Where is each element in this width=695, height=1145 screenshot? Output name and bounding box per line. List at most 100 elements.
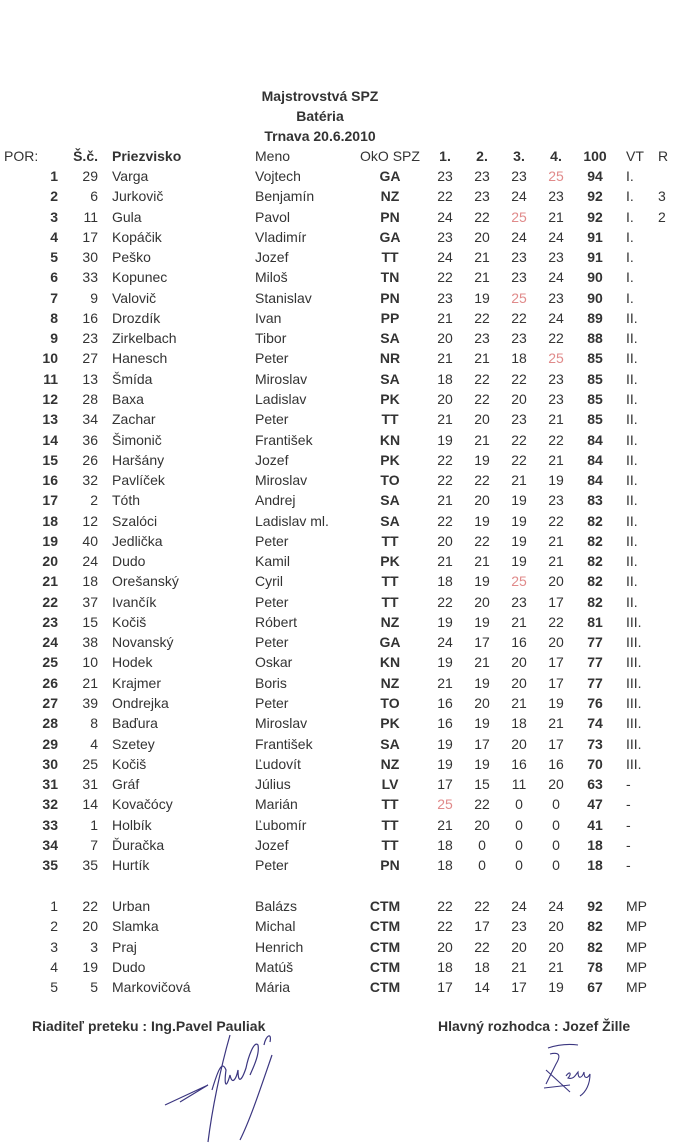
round-1-score: 23 <box>437 228 453 245</box>
round-2-score: 21 <box>474 431 490 448</box>
round-1-score: 18 <box>437 573 453 590</box>
surname: Praj <box>112 938 137 955</box>
round-1-score: 20 <box>437 938 453 955</box>
total-score: 78 <box>587 958 603 975</box>
round-3-score: 24 <box>511 228 527 245</box>
rank: 3 <box>50 208 58 225</box>
round-4-score: 23 <box>548 289 564 306</box>
performance-class: II. <box>626 573 638 590</box>
club: LV <box>381 776 399 793</box>
round-4-score: 24 <box>548 309 564 326</box>
table-row: 2 20 Slamka Michal CTM 22 17 23 20 82 MP <box>0 916 695 936</box>
round-1-score: 22 <box>437 472 453 489</box>
surname: Kočiš <box>112 755 147 772</box>
round-2-score: 20 <box>474 492 490 509</box>
round-2-score: 22 <box>474 208 490 225</box>
start-number: 16 <box>82 309 98 326</box>
round-1-score: 20 <box>437 390 453 407</box>
table-row: 14 36 Šimonič František KN 19 21 22 22 84 II. <box>0 430 695 450</box>
rank: 29 <box>42 735 58 752</box>
round-4-score: 0 <box>552 857 560 874</box>
round-3-score: 0 <box>515 857 523 874</box>
round-2-score: 20 <box>474 411 490 428</box>
round-1-score: 21 <box>437 816 453 833</box>
round-1-score: 19 <box>437 735 453 752</box>
rank: 18 <box>42 512 58 529</box>
surname: Dudo <box>112 553 146 570</box>
rank: 14 <box>42 431 58 448</box>
total-score: 70 <box>587 755 603 772</box>
round-2-score: 22 <box>474 532 490 549</box>
performance-class: II. <box>626 431 638 448</box>
round-3-score: 19 <box>511 492 527 509</box>
club: SA <box>380 735 400 752</box>
header-name: Meno <box>255 148 291 164</box>
club: TO <box>380 472 400 489</box>
rank: 2 <box>50 918 58 935</box>
table-row: 3 3 Praj Henrich CTM 20 22 20 20 82 MP <box>0 937 695 957</box>
performance-class: II. <box>626 330 638 347</box>
rank: 26 <box>42 674 58 691</box>
round-1-score: 19 <box>437 431 453 448</box>
round-4-score: 23 <box>548 188 564 205</box>
round-3-score: 25 <box>511 289 527 306</box>
first-name: Peter <box>255 634 289 651</box>
round-3-score: 24 <box>511 188 527 205</box>
club: NZ <box>380 188 400 205</box>
club: NZ <box>380 613 400 630</box>
start-number: 2 <box>90 492 98 509</box>
table-row: 35 35 Hurtík Peter PN 18 0 0 0 18 - <box>0 855 695 875</box>
performance-class: - <box>626 816 631 833</box>
round-1-score: 24 <box>437 208 453 225</box>
start-number: 38 <box>82 634 98 651</box>
rank: 9 <box>50 330 58 347</box>
round-2-score: 21 <box>474 553 490 570</box>
round-3-score: 23 <box>511 593 527 610</box>
performance-class: III. <box>626 634 642 651</box>
round-1-score: 16 <box>437 715 453 732</box>
round-4-score: 19 <box>548 472 564 489</box>
first-name: Miroslav <box>255 370 308 387</box>
table-row: 1 22 Urban Balázs CTM 22 22 24 24 92 MP <box>0 896 695 916</box>
round-3-score: 0 <box>515 816 523 833</box>
round-3-score: 20 <box>511 654 527 671</box>
round-4-score: 21 <box>548 411 564 428</box>
round-4-score: 0 <box>552 796 560 813</box>
performance-class: III. <box>626 613 642 630</box>
total-score: 73 <box>587 735 603 752</box>
round-1-score: 21 <box>437 411 453 428</box>
performance-class: MP <box>626 958 647 975</box>
rank: 13 <box>42 411 58 428</box>
first-name: Ľubomír <box>255 816 307 833</box>
round-1-score: 24 <box>437 249 453 266</box>
club: TT <box>381 249 399 266</box>
performance-class: III. <box>626 735 642 752</box>
round-3-score: 23 <box>511 249 527 266</box>
round-2-score: 0 <box>478 857 486 874</box>
surname: Šmída <box>112 370 153 387</box>
total-score: 63 <box>587 776 603 793</box>
performance-class: I. <box>626 269 634 286</box>
table-row: 34 7 Ďuračka Jozef TT 18 0 0 0 18 - <box>0 835 695 855</box>
total-score: 92 <box>587 188 603 205</box>
table-row: 23 15 Kočiš Róbert NZ 19 19 21 22 81 III. <box>0 612 695 632</box>
table-row: 33 1 Holbík Ľubomír TT 21 20 0 0 41 - <box>0 815 695 835</box>
total-score: 82 <box>587 593 603 610</box>
club: CTM <box>369 898 401 914</box>
rank: 7 <box>50 289 58 306</box>
surname: Gula <box>112 208 142 225</box>
round-4-score: 20 <box>548 776 564 793</box>
start-number: 30 <box>82 249 98 266</box>
table-row: 16 32 Pavlíček Miroslav TO 22 22 21 19 84 II. <box>0 470 695 490</box>
performance-class: III. <box>626 715 642 732</box>
round-2-score: 19 <box>474 573 490 590</box>
start-number: 18 <box>82 573 98 590</box>
round-1-score: 18 <box>437 370 453 387</box>
surname: Gráf <box>112 776 140 793</box>
table-row: 20 24 Dudo Kamil PK 21 21 19 21 82 II. <box>0 551 695 571</box>
performance-class: - <box>626 836 631 853</box>
club: TT <box>381 816 399 833</box>
round-3-score: 23 <box>511 168 527 184</box>
performance-class: II. <box>626 472 638 489</box>
round-3-score: 18 <box>511 715 527 732</box>
